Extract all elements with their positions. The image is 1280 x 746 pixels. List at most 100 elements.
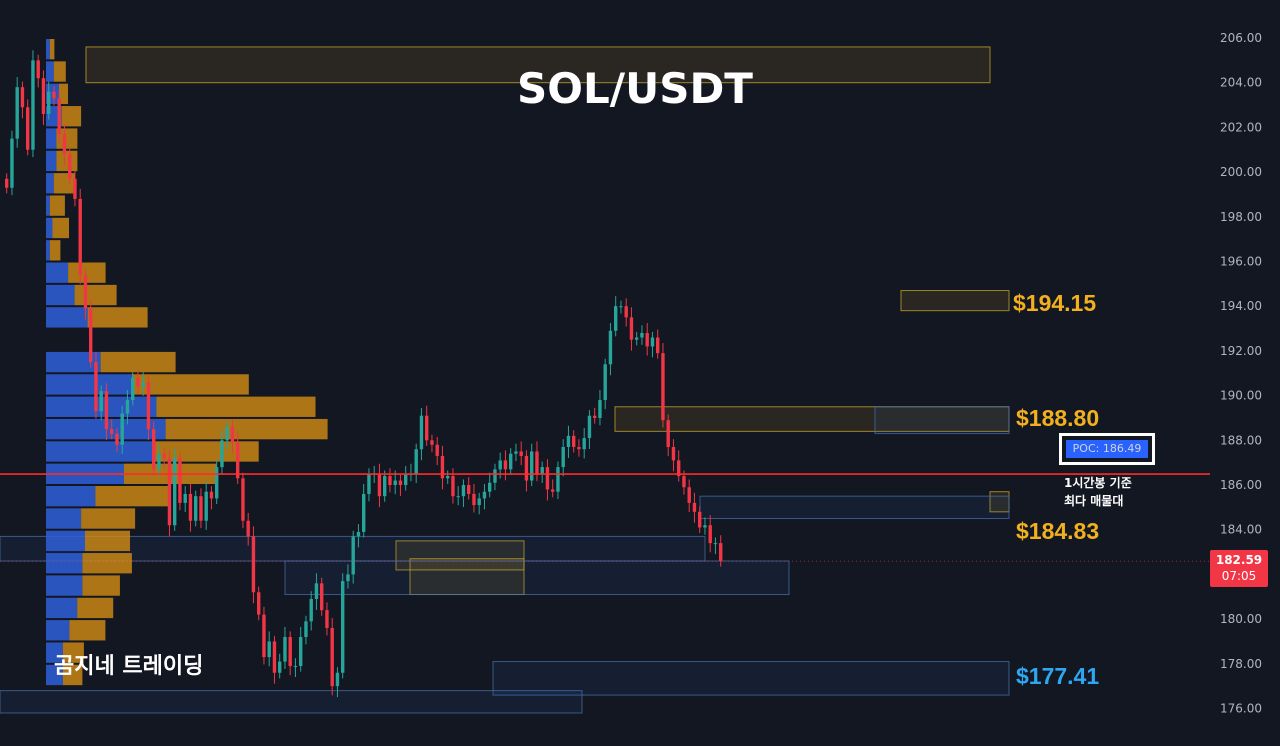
candle-body-59 xyxy=(314,583,319,599)
candle-body-109 xyxy=(577,447,581,450)
candle-body-101 xyxy=(535,451,539,474)
candle-body-78 xyxy=(414,449,418,474)
candle-body-67 xyxy=(356,531,361,537)
profile-sell-26 xyxy=(62,642,84,663)
candle-body-106 xyxy=(561,447,565,468)
profile-buy-22 xyxy=(46,553,83,574)
candle-body-36 xyxy=(194,496,198,521)
candle-body-12 xyxy=(68,154,72,179)
candle-body-72 xyxy=(383,476,387,497)
profile-sell-12 xyxy=(87,307,148,328)
candle-body-114 xyxy=(603,364,607,401)
profile-buy-12 xyxy=(46,307,88,328)
candle-body-26 xyxy=(141,382,145,387)
candle-body-35 xyxy=(188,493,193,521)
candle-body-31 xyxy=(167,458,172,526)
candle-body-58 xyxy=(309,598,313,622)
price-tick-10: 186.00 xyxy=(1220,478,1262,492)
profile-sell-24 xyxy=(77,597,114,619)
candle-body-134 xyxy=(708,525,712,544)
yellow-zone-6 xyxy=(395,540,525,571)
candle-body-48 xyxy=(257,592,261,615)
profile-buy-6 xyxy=(46,173,54,194)
profile-buy-25 xyxy=(46,620,70,641)
candle-body-15 xyxy=(83,274,88,309)
supply-demand-zones xyxy=(0,46,1010,714)
candle-body-50 xyxy=(267,641,271,658)
profile-buy-26 xyxy=(46,642,63,663)
candle-body-41 xyxy=(220,440,224,468)
candle-body-88 xyxy=(467,485,471,494)
candle-body-61 xyxy=(325,610,329,629)
candle-body-16 xyxy=(89,308,93,363)
profile-buy-19 xyxy=(46,486,96,507)
candle-body-128 xyxy=(677,460,681,477)
candle-body-38 xyxy=(204,491,208,521)
profile-sell-8 xyxy=(52,217,69,239)
candle-body-30 xyxy=(162,453,166,459)
current-price-tag: 182.59 07:05 xyxy=(1210,550,1268,587)
current-price: 182.59 xyxy=(1215,553,1263,567)
blue-zone-11 xyxy=(0,690,583,714)
candle-body-92 xyxy=(488,482,492,492)
candle-body-116 xyxy=(614,306,618,331)
candle-body-131 xyxy=(692,502,697,512)
profile-buy-27 xyxy=(46,664,63,686)
candle-body-25 xyxy=(136,377,140,387)
profile-sell-23 xyxy=(82,575,120,596)
price-tick-8: 190.00 xyxy=(1220,389,1262,403)
candle-body-2 xyxy=(15,87,19,139)
candle-body-108 xyxy=(572,435,576,448)
yellow-zone-1 xyxy=(614,406,1010,432)
candle-body-85 xyxy=(451,476,455,497)
candle-body-130 xyxy=(687,487,691,503)
candle-body-45 xyxy=(241,478,245,521)
candle-body-136 xyxy=(719,543,723,561)
price-axis[interactable]: 206.00 204.00 202.00 200.00 198.00 196.00 194.… xyxy=(1220,31,1262,716)
candle-body-49 xyxy=(262,614,266,658)
blue-zone-9 xyxy=(284,560,790,596)
candle-body-97 xyxy=(514,451,518,454)
level-label-184: $184.83 xyxy=(1016,518,1100,544)
profile-buy-17 xyxy=(46,441,156,462)
candle-body-115 xyxy=(608,330,613,365)
profile-sell-5 xyxy=(56,150,78,172)
candle-body-80 xyxy=(425,415,429,441)
poc-label: POC: 186.49 xyxy=(1066,440,1148,458)
candle-body-73 xyxy=(388,476,392,485)
poc-note-line2: 최다 매물대 xyxy=(1064,494,1124,508)
bar-countdown: 07:05 xyxy=(1221,569,1257,583)
volume-profile xyxy=(46,39,328,686)
candle-body-112 xyxy=(593,415,597,418)
profile-sell-1 xyxy=(53,61,66,82)
price-tick-11: 184.00 xyxy=(1220,523,1262,537)
candle-body-120 xyxy=(635,337,639,340)
candle-body-83 xyxy=(440,455,445,479)
candle-body-98 xyxy=(519,451,523,456)
candle-body-53 xyxy=(283,636,287,662)
yellow-zone-8 xyxy=(409,558,525,596)
candle-body-125 xyxy=(661,353,665,421)
profile-sell-14 xyxy=(131,374,249,395)
candle-body-105 xyxy=(556,467,560,492)
candle-body-71 xyxy=(377,473,382,497)
level-label-194: $194.15 xyxy=(1013,290,1097,316)
candle-body-113 xyxy=(598,400,602,418)
brand-watermark: 곰지네 트레이딩 xyxy=(54,654,204,679)
candle-body-87 xyxy=(461,485,466,497)
profile-sell-19 xyxy=(95,486,171,507)
candle-body-64 xyxy=(341,581,345,673)
profile-sell-21 xyxy=(85,530,130,552)
candle-body-62 xyxy=(330,628,334,687)
candle-body-40 xyxy=(215,467,219,499)
candle-body-20 xyxy=(110,429,114,434)
candle-body-17 xyxy=(94,362,98,412)
price-tick-15: 176.00 xyxy=(1220,702,1262,716)
candle-body-69 xyxy=(367,473,371,494)
candle-body-79 xyxy=(419,415,424,450)
price-tick-0: 206.00 xyxy=(1220,31,1262,45)
candle-body-28 xyxy=(152,429,156,470)
candle-body-66 xyxy=(351,536,355,575)
candle-body-75 xyxy=(398,480,403,485)
